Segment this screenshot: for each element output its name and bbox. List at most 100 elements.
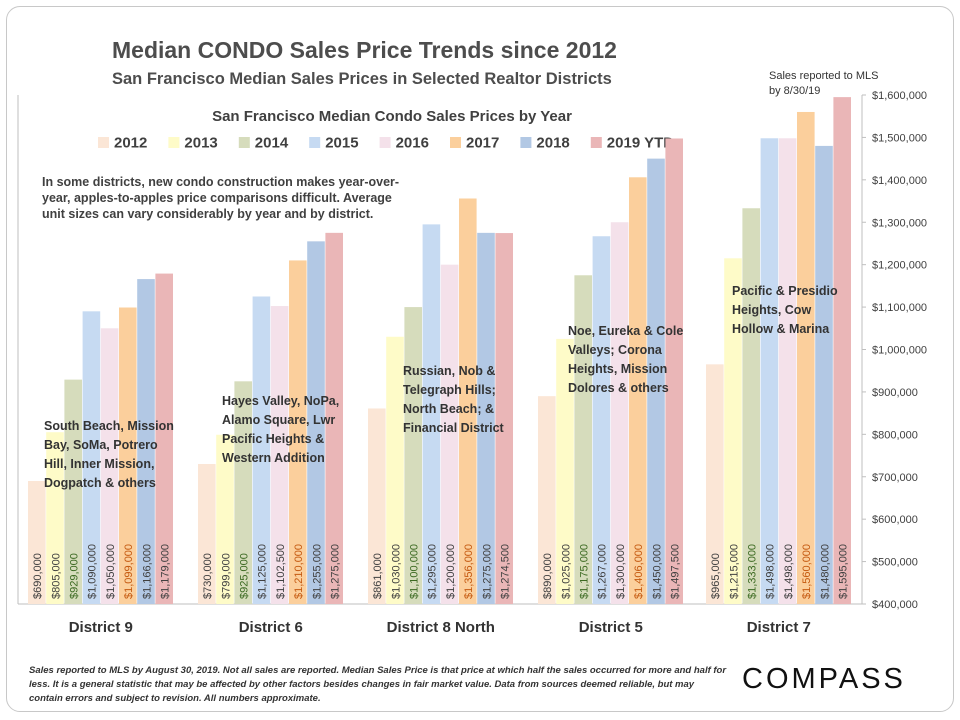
reporting-note: Sales reported to MLS by 8/30/19 [769, 70, 879, 97]
bar [778, 138, 797, 604]
y-tick-label: $500,000 [872, 557, 918, 569]
bar-value-label: $1,210,000 [293, 544, 305, 599]
bar [155, 273, 173, 604]
page-title: Median CONDO Sales Price Trends since 20… [112, 37, 617, 63]
legend-swatch [309, 137, 321, 148]
bar [325, 232, 343, 604]
bar-value-label: $1,498,000 [783, 544, 795, 599]
legend-swatch [238, 137, 250, 148]
bar [119, 307, 137, 604]
legend-entry: 2015 [325, 135, 358, 152]
district-description: Noe, Eureka & Cole Valleys; Corona Heights… [568, 324, 683, 395]
bar-value-label: $890,000 [542, 553, 554, 599]
x-category-label: District 9 [69, 619, 133, 636]
bar [629, 177, 647, 604]
y-tick-label: $1,300,000 [872, 217, 927, 229]
legend-swatch [450, 137, 461, 148]
bar [724, 258, 742, 604]
bar-value-label: $1,179,000 [160, 544, 172, 599]
bar [477, 232, 495, 604]
bar-value-label: $929,000 [69, 553, 81, 599]
bar [216, 434, 234, 604]
y-tick-label: $900,000 [872, 387, 918, 399]
y-tick-label: $1,000,000 [872, 345, 927, 357]
legend-swatch [98, 137, 109, 148]
legend-swatch [520, 137, 532, 148]
bar [706, 364, 724, 604]
bar-value-label: $1,175,000 [579, 544, 591, 599]
bar [797, 111, 815, 604]
legend-entry: 2016 [396, 135, 429, 152]
bar-value-label: $799,000 [220, 553, 232, 599]
district-description: Pacific & Presidio Heights, Cow Hollow & M… [732, 284, 838, 336]
bar [647, 158, 665, 604]
bar [742, 208, 760, 604]
page-subtitle: San Francisco Median Sales Prices in Sel… [112, 70, 612, 88]
bar [592, 236, 611, 604]
x-category-label: District 5 [579, 619, 643, 636]
legend-swatch [168, 137, 180, 148]
y-tick-label: $700,000 [872, 472, 918, 484]
bar-value-label: $1,498,000 [765, 544, 777, 599]
bar-value-label: $1,200,000 [445, 544, 457, 599]
bar-value-label: $1,125,000 [257, 544, 269, 599]
bar-value-label: $1,480,000 [819, 544, 831, 599]
bar [404, 307, 422, 604]
bar-value-label: $1,102,500 [275, 544, 287, 599]
x-category-label: District 6 [239, 619, 303, 636]
bar-value-label: $1,255,000 [311, 544, 323, 599]
y-tick-label: $1,500,000 [872, 132, 927, 144]
footnote: Sales reported to MLS by August 30, 2019… [29, 665, 727, 704]
bar [28, 480, 46, 604]
bar-value-label: $1,560,000 [801, 544, 813, 599]
bar [252, 296, 271, 604]
y-tick-label: $600,000 [872, 514, 918, 526]
bar-value-label: $1,356,000 [463, 544, 475, 599]
legend-entry: 2012 [114, 135, 147, 152]
bar [234, 381, 252, 604]
y-tick-label: $400,000 [872, 599, 918, 611]
x-category-label: District 7 [747, 619, 811, 636]
bar-value-label: $1,275,000 [330, 544, 342, 599]
y-tick-label: $1,600,000 [872, 90, 927, 102]
bar [368, 408, 386, 604]
bar-value-label: $1,497,500 [670, 544, 682, 599]
bar-value-label: $690,000 [32, 553, 44, 599]
bar-value-label: $1,595,000 [838, 544, 850, 599]
legend-entry: 2013 [184, 135, 217, 152]
bar [760, 138, 779, 604]
legend-entry: 2014 [255, 135, 289, 152]
bar [198, 464, 216, 604]
commentary-note: In some districts, new condo constructio… [42, 175, 399, 221]
bar [610, 222, 629, 604]
bar [495, 233, 513, 604]
bar-value-label: $925,000 [239, 553, 251, 599]
bar [307, 241, 325, 604]
bar-value-label: $1,275,000 [481, 544, 493, 599]
bar [538, 396, 556, 604]
bar [386, 336, 404, 604]
legend-entry: 2018 [536, 135, 569, 152]
bar [440, 264, 459, 604]
bar [289, 260, 307, 604]
bar-value-label: $1,090,000 [87, 544, 99, 599]
bar [64, 379, 82, 604]
bar-value-label: $1,025,000 [560, 544, 572, 599]
bar-value-label: $1,166,000 [141, 544, 153, 599]
bar-value-label: $1,295,000 [427, 544, 439, 599]
bar [459, 198, 477, 604]
bar [556, 338, 574, 604]
district-description: South Beach, Mission Bay, SoMa, Potrero Hi… [44, 419, 174, 490]
bar-value-label: $805,000 [50, 553, 62, 599]
bar-value-label: $1,333,000 [747, 544, 759, 599]
bar-value-label: $1,406,000 [633, 544, 645, 599]
bar [137, 279, 155, 604]
bar [815, 145, 833, 604]
bar-value-label: $1,267,000 [597, 544, 609, 599]
bar-value-label: $1,030,000 [390, 544, 402, 599]
y-tick-label: $800,000 [872, 429, 918, 441]
chart-title: San Francisco Median Condo Sales Prices … [212, 108, 572, 125]
bar [833, 97, 851, 604]
bar-value-label: $1,450,000 [651, 544, 663, 599]
